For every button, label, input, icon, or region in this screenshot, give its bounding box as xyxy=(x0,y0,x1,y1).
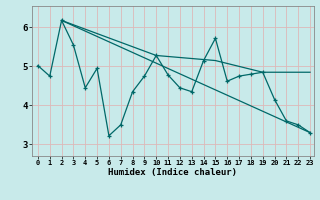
X-axis label: Humidex (Indice chaleur): Humidex (Indice chaleur) xyxy=(108,168,237,177)
